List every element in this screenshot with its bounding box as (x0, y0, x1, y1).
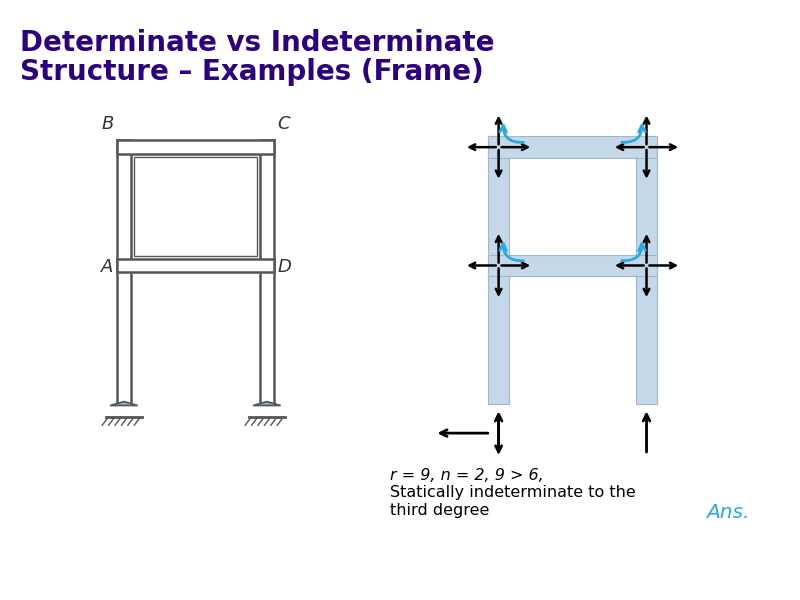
Bar (488, 254, 658, 277)
Bar (488, 136, 658, 158)
Text: Structure – Examples (Frame): Structure – Examples (Frame) (20, 58, 484, 86)
Bar (117, 259, 274, 272)
Polygon shape (110, 401, 138, 406)
Bar (134, 157, 257, 256)
Bar (117, 140, 130, 404)
Bar (488, 136, 510, 404)
Text: Ans.: Ans. (706, 503, 749, 522)
Bar (636, 136, 658, 404)
Text: r = 9, n = 2, 9 > 6,: r = 9, n = 2, 9 > 6, (390, 467, 544, 482)
Bar (117, 140, 274, 154)
Text: $D$: $D$ (277, 257, 292, 275)
Text: Determinate vs Indeterminate: Determinate vs Indeterminate (20, 29, 495, 57)
Text: $A$: $A$ (100, 257, 114, 275)
Text: third degree: third degree (390, 503, 490, 518)
Text: $B$: $B$ (101, 115, 114, 133)
Text: Statically indeterminate to the: Statically indeterminate to the (390, 485, 636, 500)
Bar (260, 140, 274, 404)
Text: $C$: $C$ (277, 115, 291, 133)
Polygon shape (253, 401, 281, 406)
